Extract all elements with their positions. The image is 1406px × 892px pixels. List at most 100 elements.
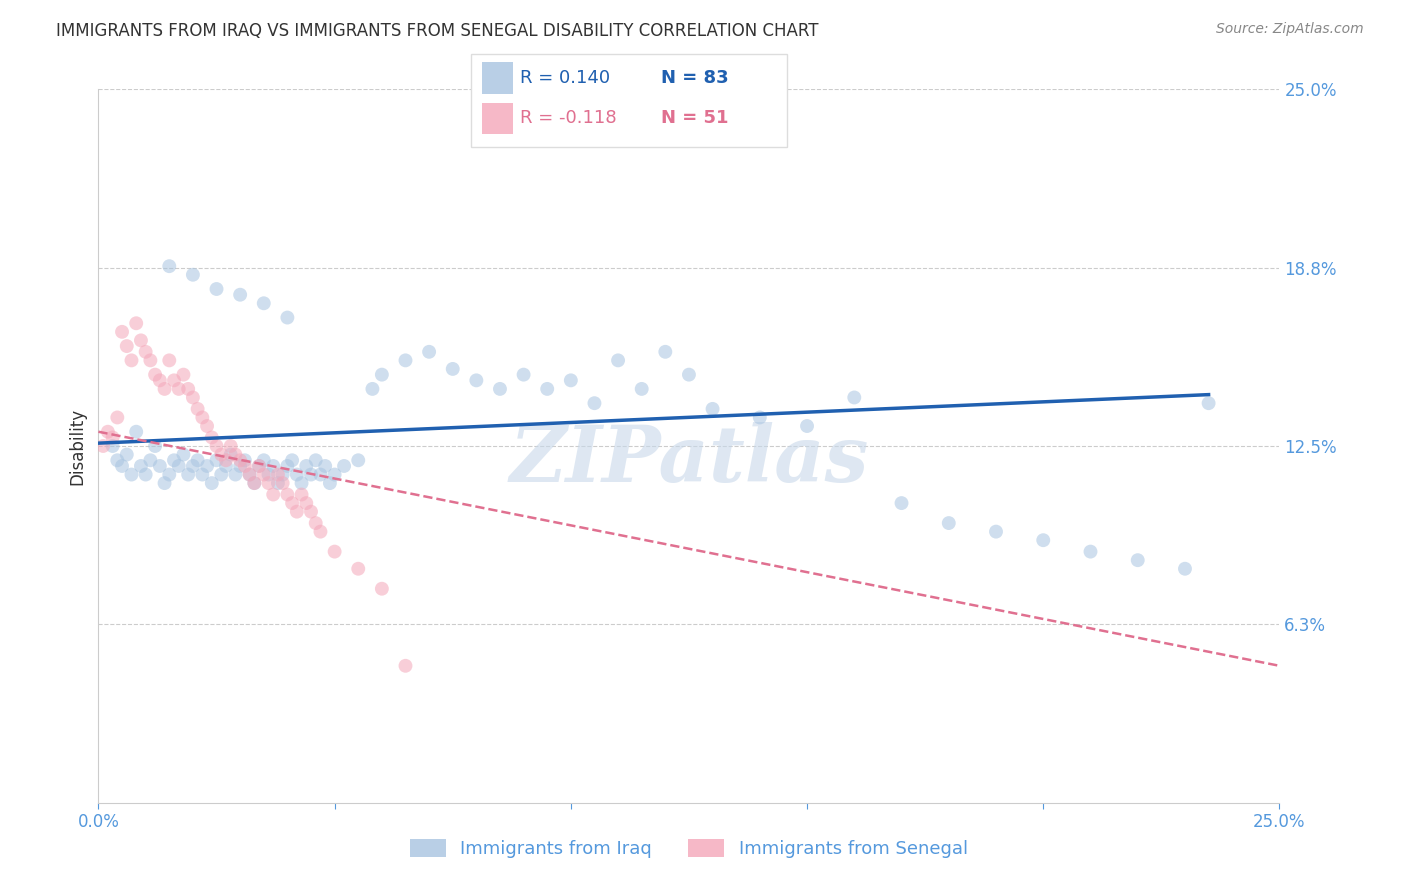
Point <box>167 458 190 473</box>
Point <box>319 476 342 491</box>
Text: Source: ZipAtlas.com: Source: ZipAtlas.com <box>1216 22 1364 37</box>
Point <box>121 353 143 368</box>
Point <box>285 505 308 519</box>
Point <box>163 373 186 387</box>
Point <box>101 430 124 444</box>
Point <box>129 334 152 348</box>
Point <box>191 467 214 482</box>
Point <box>394 658 416 673</box>
Point <box>143 368 166 382</box>
Point <box>224 467 246 482</box>
Point <box>219 448 242 462</box>
Point <box>314 458 336 473</box>
Point <box>536 382 558 396</box>
Point <box>149 458 172 473</box>
Point <box>177 382 200 396</box>
Point <box>201 476 224 491</box>
Point <box>299 505 322 519</box>
Point <box>215 453 238 467</box>
Point <box>295 458 318 473</box>
Point <box>111 458 134 473</box>
Point <box>187 453 209 467</box>
Point <box>195 419 218 434</box>
Point <box>333 458 356 473</box>
Point <box>253 467 276 482</box>
Point <box>630 382 652 396</box>
Point <box>201 430 224 444</box>
Point <box>748 410 770 425</box>
Point <box>276 310 298 325</box>
Point <box>257 467 280 482</box>
Point <box>219 439 242 453</box>
Point <box>1080 544 1102 558</box>
Point <box>678 368 700 382</box>
Point <box>209 448 232 462</box>
Point <box>157 259 180 273</box>
Point <box>295 496 318 510</box>
Point <box>271 476 294 491</box>
Point <box>257 476 280 491</box>
Point <box>347 562 370 576</box>
Point <box>205 453 228 467</box>
Point <box>97 425 120 439</box>
Point <box>224 448 246 462</box>
Point <box>239 467 262 482</box>
Point <box>115 339 138 353</box>
Point <box>262 458 284 473</box>
Point <box>276 458 298 473</box>
Point <box>253 453 276 467</box>
Text: N = 83: N = 83 <box>661 69 728 87</box>
Point <box>271 467 294 482</box>
Point <box>844 391 866 405</box>
Point <box>125 425 148 439</box>
Point <box>560 373 582 387</box>
Point <box>177 467 200 482</box>
Point <box>890 496 912 510</box>
Point <box>209 467 232 482</box>
Point <box>157 353 180 368</box>
Point <box>299 467 322 482</box>
Text: R = -0.118: R = -0.118 <box>520 109 617 127</box>
Point <box>243 476 266 491</box>
Point <box>125 316 148 330</box>
Point <box>418 344 440 359</box>
Point <box>105 410 128 425</box>
Point <box>323 467 346 482</box>
Point <box>1032 533 1054 548</box>
Point <box>247 458 270 473</box>
Point <box>796 419 818 434</box>
Text: N = 51: N = 51 <box>661 109 728 127</box>
Point <box>229 287 252 301</box>
Point <box>1126 553 1149 567</box>
Point <box>181 458 204 473</box>
Point <box>157 467 180 482</box>
Point <box>607 353 630 368</box>
Point <box>139 453 162 467</box>
Point <box>305 516 328 530</box>
Point <box>702 401 724 416</box>
Point <box>323 544 346 558</box>
Point <box>267 467 290 482</box>
Point <box>253 296 276 310</box>
Point <box>347 453 370 467</box>
Text: ZIPatlas: ZIPatlas <box>509 422 869 499</box>
Point <box>135 467 157 482</box>
Point <box>205 439 228 453</box>
Point <box>285 467 308 482</box>
Point <box>91 439 114 453</box>
Point <box>195 458 218 473</box>
Point <box>233 453 256 467</box>
Point <box>262 487 284 501</box>
Point <box>181 391 204 405</box>
Point <box>187 401 209 416</box>
Point <box>229 453 252 467</box>
Point <box>101 439 124 453</box>
Point <box>1198 396 1220 410</box>
Point <box>281 496 304 510</box>
Text: IMMIGRANTS FROM IRAQ VS IMMIGRANTS FROM SENEGAL DISABILITY CORRELATION CHART: IMMIGRANTS FROM IRAQ VS IMMIGRANTS FROM … <box>56 22 818 40</box>
Point <box>149 373 172 387</box>
Point <box>153 476 176 491</box>
Point <box>441 362 464 376</box>
Point <box>267 476 290 491</box>
Point <box>121 467 143 482</box>
